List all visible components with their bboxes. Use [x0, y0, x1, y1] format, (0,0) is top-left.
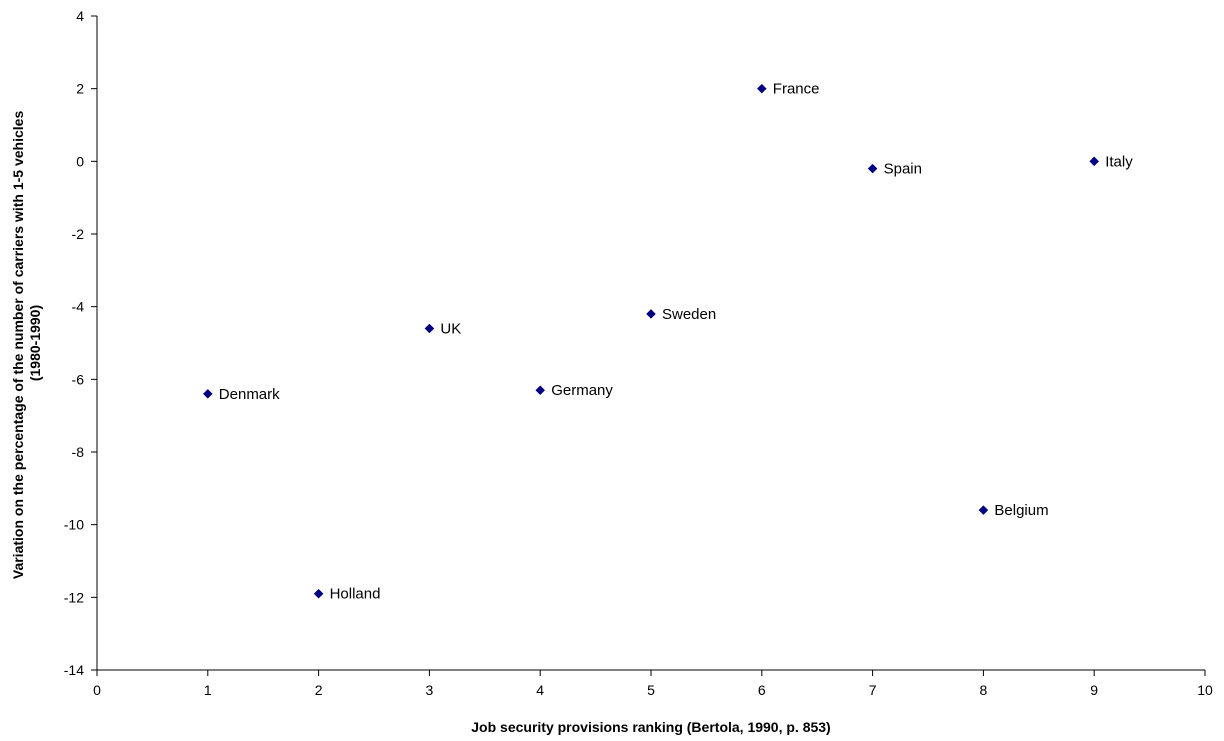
- y-tick-label: -4: [72, 299, 85, 315]
- x-tick-label: 7: [869, 682, 877, 698]
- data-point-marker: [424, 323, 435, 334]
- data-points: Denmark Holland UK Germany Sweden France Spain…: [202, 81, 1133, 603]
- data-point-label: Italy: [1105, 153, 1133, 170]
- x-tick-label: 4: [536, 682, 544, 698]
- data-point-label: Denmark: [219, 386, 280, 403]
- x-tick-label: 1: [204, 682, 212, 698]
- data-point-label: France: [773, 81, 820, 98]
- data-point-label: Holland: [330, 586, 381, 603]
- data-point-marker: [202, 389, 213, 399]
- data-point-marker: [646, 309, 656, 319]
- y-tick-label: -2: [72, 226, 85, 242]
- y-tick-label: 4: [76, 8, 84, 24]
- x-tick-label: 6: [758, 682, 766, 698]
- data-point-marker: [867, 163, 878, 174]
- data-point-marker: [313, 588, 324, 599]
- x-tick-label: 0: [93, 682, 101, 698]
- data-point-label: Belgium: [994, 502, 1048, 519]
- data-point-marker: [1089, 156, 1100, 167]
- x-tick-label: 10: [1197, 682, 1213, 698]
- x-tick-label: 2: [315, 682, 323, 698]
- y-tick-label: -10: [64, 517, 84, 533]
- y-axis-title-line-1: Variation on the percentage of the numbe…: [10, 111, 26, 580]
- data-point-marker: [756, 83, 767, 94]
- x-tick-label: 9: [1090, 682, 1098, 698]
- data-point-label: UK: [440, 320, 461, 337]
- x-axis-title: Job security provisions ranking (Bertola…: [471, 719, 830, 735]
- axes: [96, 16, 1205, 671]
- data-point-label: Spain: [884, 161, 922, 178]
- data-point-label: Germany: [551, 382, 613, 399]
- data-point-marker: [535, 385, 546, 396]
- y-tick-label: -12: [64, 589, 84, 605]
- y-tick-label: 0: [76, 153, 84, 169]
- data-point-marker: [978, 505, 989, 515]
- x-tick-label: 8: [980, 682, 988, 698]
- y-tick-label: -6: [72, 371, 85, 387]
- y-tick-label: -14: [64, 662, 84, 678]
- y-tick-label: -8: [72, 444, 85, 460]
- y-axis-title: Variation on the percentage of the numbe…: [10, 107, 43, 579]
- y-ticks: 4 2 0 -2 -4 -6 -8 -10 -12 -14: [64, 8, 97, 678]
- data-point-label: Sweden: [662, 306, 716, 323]
- y-tick-label: 2: [76, 81, 84, 97]
- x-ticks: 0 1 2 3 4 5 6 7 8 9 10: [93, 670, 1213, 698]
- x-tick-label: 5: [647, 682, 655, 698]
- y-axis-title-line-2: (1980-1990): [27, 305, 43, 381]
- x-tick-label: 3: [426, 682, 434, 698]
